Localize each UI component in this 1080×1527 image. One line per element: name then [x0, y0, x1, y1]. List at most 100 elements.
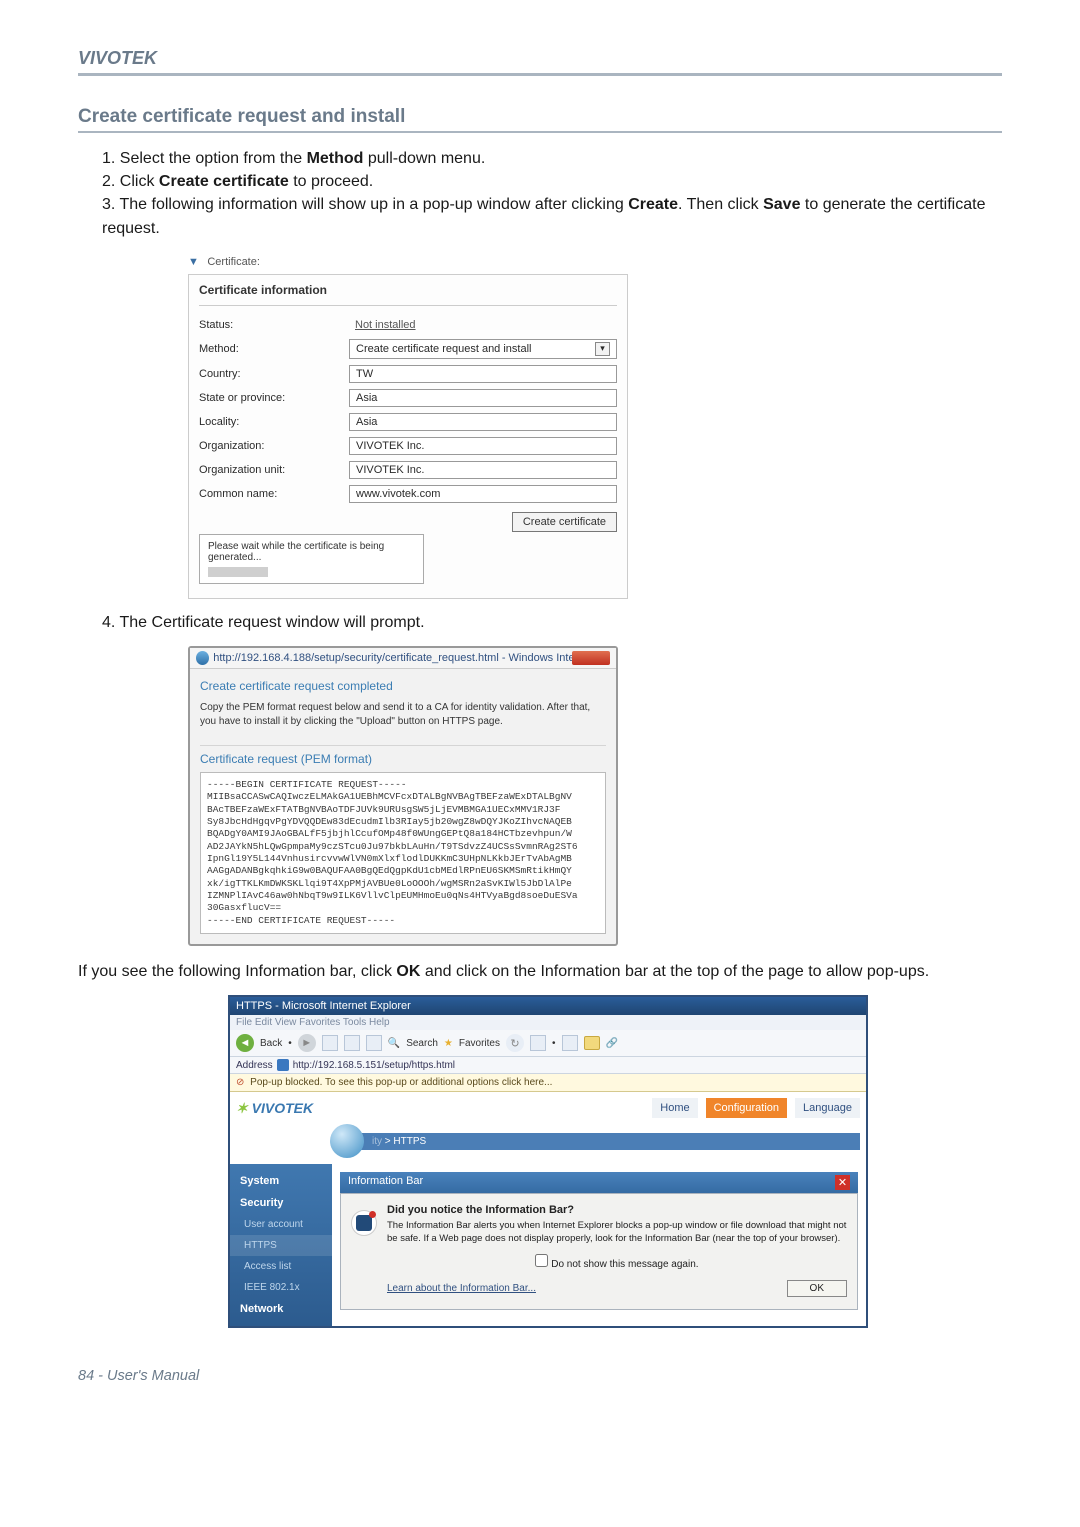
nav-language[interactable]: Language [795, 1098, 860, 1118]
information-bar-dialog: Information Bar ✕ Did you notice the Inf… [340, 1172, 858, 1310]
print-icon[interactable] [562, 1035, 578, 1051]
step-3-mid: . Then click [678, 196, 763, 213]
step-3-bold1: Create [628, 196, 678, 213]
sidebar-item-user-account[interactable]: User account [230, 1214, 332, 1235]
star-icon[interactable]: ★ [444, 1038, 453, 1049]
vivotek-header-row: ✶ VIVOTEK Home Configuration Language [230, 1092, 866, 1124]
sidebar-item-access-list[interactable]: Access list [230, 1256, 332, 1277]
sidebar-item-ieee[interactable]: IEEE 802.1x [230, 1277, 332, 1298]
blocked-icon: ⊘ [236, 1077, 244, 1088]
address-label: Address [236, 1060, 273, 1071]
collapse-arrow-icon[interactable]: ▼ [188, 256, 199, 268]
home-icon[interactable] [366, 1035, 382, 1051]
link-icon[interactable]: 🔗 [606, 1038, 618, 1049]
locality-label: Locality: [199, 416, 349, 428]
state-input[interactable]: Asia [349, 389, 617, 407]
dont-show-label: Do not show this message again. [551, 1259, 698, 1270]
security-globe-icon [330, 1124, 364, 1158]
history-icon[interactable]: ↻ [506, 1034, 524, 1052]
step-4: 4. The Certificate request window will p… [98, 611, 1002, 634]
org-label: Organization: [199, 440, 349, 452]
para2-pre: If you see the following Information bar… [78, 963, 396, 980]
dialog-header: Information Bar ✕ [340, 1172, 858, 1193]
locality-input[interactable]: Asia [349, 413, 617, 431]
dialog-title: Information Bar [348, 1175, 423, 1190]
pem-format-label: Certificate request (PEM format) [200, 745, 606, 766]
learn-link[interactable]: Learn about the Information Bar... [387, 1283, 536, 1294]
step-1-pre: 1. Select the option from the [102, 150, 307, 167]
ie-toolbar: ◄ Back • ► 🔍Search ★Favorites ↻ • 🔗 [230, 1030, 866, 1057]
stop-icon[interactable] [322, 1035, 338, 1051]
status-value: Not installed [349, 317, 617, 333]
certificate-toggle-label: Certificate: [207, 256, 260, 268]
popup-instruction: Copy the PEM format request below and se… [200, 701, 606, 729]
sidebar-item-system[interactable]: System [230, 1170, 332, 1192]
method-select[interactable]: Create certificate request and install ▾ [349, 339, 617, 359]
refresh-icon[interactable] [344, 1035, 360, 1051]
popup-subtitle: Create certificate request completed [200, 679, 606, 693]
dialog-question: Did you notice the Information Bar? [387, 1204, 847, 1216]
search-label[interactable]: Search [406, 1038, 438, 1049]
state-label: State or province: [199, 392, 349, 404]
globe-icon [196, 651, 209, 665]
ie-window: HTTPS - Microsoft Internet Explorer File… [228, 995, 868, 1328]
popup-title: http://192.168.4.188/setup/security/cert… [213, 652, 572, 664]
favorites-label[interactable]: Favorites [459, 1038, 500, 1049]
status-label: Status: [199, 319, 349, 331]
step-3-pre: 3. The following information will show u… [102, 196, 628, 213]
section-title: Create certificate request and install [78, 106, 1002, 133]
step-2-post: to proceed. [289, 173, 374, 190]
sidebar-item-https[interactable]: HTTPS [230, 1235, 332, 1256]
sidebar: System Security User account HTTPS Acces… [230, 1164, 332, 1326]
wait-message-box: Please wait while the certificate is bei… [199, 534, 424, 584]
progress-bar [208, 567, 268, 577]
mail-icon[interactable] [530, 1035, 546, 1051]
brand-header: VIVOTEK [78, 48, 1002, 73]
step-1-bold: Method [307, 150, 364, 167]
back-label[interactable]: Back [260, 1038, 282, 1049]
dont-show-checkbox[interactable] [535, 1254, 548, 1267]
create-certificate-button[interactable]: Create certificate [512, 512, 617, 532]
cn-label: Common name: [199, 488, 349, 500]
ie-address-bar: Address http://192.168.5.151/setup/https… [230, 1057, 866, 1074]
back-icon[interactable]: ◄ [236, 1034, 254, 1052]
pem-textbox[interactable]: -----BEGIN CERTIFICATE REQUEST----- MIIB… [200, 772, 606, 934]
close-icon[interactable] [572, 651, 610, 665]
unit-label: Organization unit: [199, 464, 349, 476]
unit-input[interactable]: VIVOTEK Inc. [349, 461, 617, 479]
nav-home[interactable]: Home [652, 1098, 697, 1118]
infobar-text: Pop-up blocked. To see this pop-up or ad… [250, 1077, 552, 1088]
security-breadcrumb-row: ity > HTTPS [230, 1124, 866, 1164]
ie-information-bar[interactable]: ⊘ Pop-up blocked. To see this pop-up or … [230, 1074, 866, 1092]
certificate-request-popup: http://192.168.4.188/setup/security/cert… [188, 646, 618, 946]
dialog-close-icon[interactable]: ✕ [835, 1175, 850, 1190]
certificate-info-header: Certificate information [199, 283, 617, 306]
popup-title-bar: http://192.168.4.188/setup/security/cert… [190, 648, 616, 669]
step-2-bold: Create certificate [159, 173, 289, 190]
org-input[interactable]: VIVOTEK Inc. [349, 437, 617, 455]
sidebar-item-network[interactable]: Network [230, 1298, 332, 1320]
logo-dot-icon: ✶ [236, 1100, 248, 1116]
dialog-description: The Information Bar alerts you when Inte… [387, 1220, 847, 1246]
page-footer: 84 - User's Manual [78, 1368, 1002, 1384]
country-input[interactable]: TW [349, 365, 617, 383]
sidebar-item-security[interactable]: Security [230, 1192, 332, 1214]
address-input[interactable]: http://192.168.5.151/setup/https.html [293, 1060, 455, 1071]
forward-icon[interactable]: ► [298, 1034, 316, 1052]
nav-configuration[interactable]: Configuration [706, 1098, 787, 1118]
method-value: Create certificate request and install [356, 343, 531, 355]
dont-show-row: Do not show this message again. [387, 1246, 847, 1274]
ok-button[interactable]: OK [787, 1280, 847, 1297]
step-1: 1. Select the option from the Method pul… [98, 147, 1002, 170]
folder-icon[interactable] [584, 1036, 600, 1050]
dialog-info-icon [351, 1210, 377, 1236]
page-icon [277, 1059, 289, 1071]
certificate-panel: ▼ Certificate: Certificate information S… [188, 252, 628, 599]
country-label: Country: [199, 368, 349, 380]
step-2-pre: 2. Click [102, 173, 159, 190]
vivotek-logo: ✶ VIVOTEK [236, 1100, 313, 1117]
ie-menu-bar[interactable]: File Edit View Favorites Tools Help [230, 1015, 866, 1030]
cn-input[interactable]: www.vivotek.com [349, 485, 617, 503]
para2-post: and click on the Information bar at the … [420, 963, 929, 980]
step-3-bold2: Save [763, 196, 800, 213]
